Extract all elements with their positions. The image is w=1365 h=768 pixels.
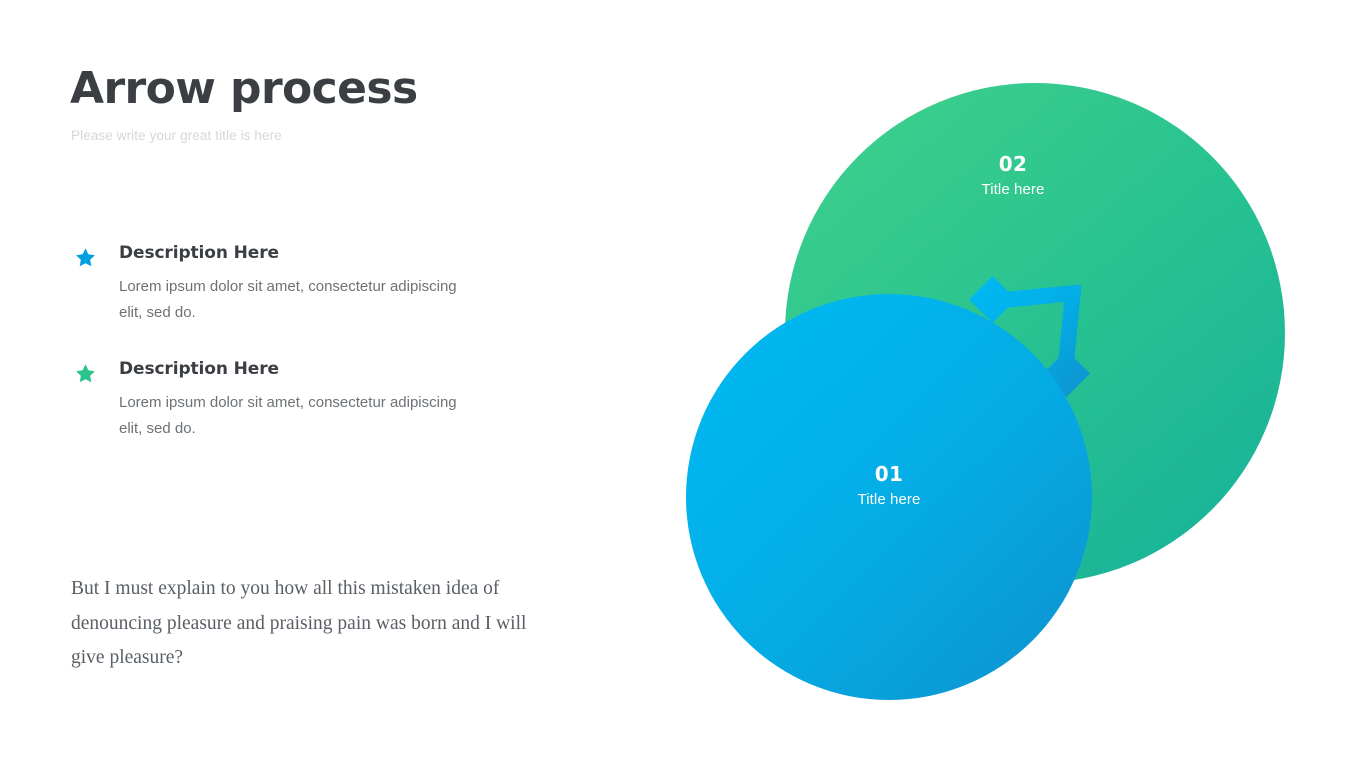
description-item-2: Description Here Lorem ipsum dolor sit a…: [70, 359, 540, 442]
page-subtitle: Please write your great title is here: [71, 128, 282, 143]
star-icon: [75, 247, 96, 268]
bottom-paragraph: But I must explain to you how all this m…: [71, 578, 527, 669]
description-body: Lorem ipsum dolor sit amet, consectetur …: [119, 278, 457, 322]
description-body: Lorem ipsum dolor sit amet, consectetur …: [119, 394, 457, 438]
description-list: Description Here Lorem ipsum dolor sit a…: [70, 243, 540, 442]
page-title: Arrow process: [70, 63, 418, 114]
step-1-shape: [686, 276, 1092, 700]
description-heading: Description Here: [119, 358, 279, 379]
left-content-column: Arrow process Please write your great ti…: [0, 0, 640, 768]
step-1-circle: [686, 294, 1092, 700]
description-heading: Description Here: [119, 243, 279, 263]
arrow-process-diagram: 02 Title here 01 Title here: [640, 0, 1365, 768]
process-arrow: [969, 276, 1090, 397]
description-item-1: Description Here Lorem ipsum dolor sit a…: [70, 243, 540, 326]
star-icon: [75, 363, 96, 384]
